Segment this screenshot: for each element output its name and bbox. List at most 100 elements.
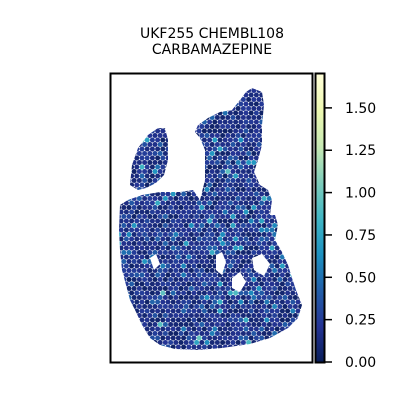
data-point bbox=[256, 304, 262, 309]
data-point bbox=[261, 286, 267, 291]
data-point bbox=[186, 119, 192, 125]
data-point bbox=[248, 227, 254, 233]
data-point bbox=[147, 214, 153, 219]
data-point bbox=[149, 88, 155, 89]
data-point bbox=[160, 281, 166, 287]
data-point bbox=[227, 119, 233, 125]
data-point bbox=[261, 178, 267, 183]
data-point bbox=[279, 299, 285, 305]
data-point bbox=[119, 349, 122, 350]
data-point bbox=[217, 299, 223, 305]
data-point bbox=[225, 88, 231, 93]
data-point bbox=[194, 304, 200, 309]
spots-layer bbox=[119, 88, 302, 350]
data-point bbox=[196, 227, 202, 233]
data-point bbox=[119, 322, 122, 327]
data-point bbox=[126, 115, 132, 120]
data-point bbox=[282, 151, 288, 156]
data-point bbox=[157, 196, 163, 201]
data-point bbox=[292, 142, 298, 147]
data-point bbox=[134, 191, 140, 197]
data-point bbox=[248, 92, 254, 98]
data-point bbox=[152, 313, 158, 318]
data-point bbox=[214, 286, 220, 291]
data-point bbox=[168, 295, 174, 300]
data-point bbox=[170, 164, 176, 170]
chart-title-line-1: UKF255 CHEMBL108 bbox=[139, 26, 284, 42]
data-point bbox=[220, 277, 226, 282]
colorbar-segment bbox=[316, 96, 324, 99]
data-point bbox=[136, 115, 142, 120]
data-point bbox=[235, 223, 241, 228]
data-point bbox=[201, 263, 207, 269]
data-point bbox=[191, 344, 197, 350]
data-point bbox=[181, 227, 187, 233]
data-point bbox=[277, 133, 283, 138]
data-point bbox=[274, 209, 280, 215]
data-point bbox=[183, 187, 189, 192]
colorbar-segment bbox=[316, 290, 324, 293]
data-point bbox=[292, 88, 298, 93]
data-point bbox=[238, 272, 244, 278]
colorbar-segment bbox=[316, 76, 324, 79]
data-point bbox=[119, 119, 124, 125]
chart-title-line-2: CARBAMAZEPINE bbox=[151, 42, 273, 58]
data-point bbox=[199, 142, 205, 147]
data-point bbox=[162, 340, 168, 345]
data-point bbox=[222, 164, 228, 170]
data-point bbox=[240, 88, 246, 93]
data-point bbox=[201, 92, 207, 98]
data-point bbox=[240, 277, 246, 282]
data-point bbox=[136, 133, 142, 138]
data-point bbox=[266, 178, 272, 183]
colorbar-segment bbox=[316, 224, 324, 227]
data-point bbox=[157, 286, 163, 291]
data-point bbox=[121, 322, 127, 327]
data-point bbox=[243, 290, 249, 296]
data-point bbox=[259, 146, 265, 152]
data-point bbox=[201, 272, 207, 278]
data-point bbox=[188, 250, 194, 255]
data-point bbox=[230, 349, 236, 350]
data-point bbox=[220, 160, 226, 165]
data-point bbox=[274, 227, 280, 233]
data-point bbox=[126, 106, 132, 111]
data-point bbox=[160, 164, 166, 170]
data-point bbox=[214, 97, 220, 102]
data-point bbox=[214, 142, 220, 147]
data-point bbox=[165, 191, 171, 197]
data-point bbox=[186, 299, 192, 305]
data-point bbox=[129, 155, 135, 161]
data-point bbox=[160, 326, 166, 332]
data-point bbox=[217, 218, 223, 224]
data-point bbox=[196, 101, 202, 107]
data-point bbox=[285, 227, 291, 233]
data-point bbox=[209, 295, 215, 300]
data-point bbox=[162, 151, 168, 156]
data-point bbox=[246, 268, 252, 273]
data-point bbox=[188, 259, 194, 264]
colorbar-segment bbox=[316, 358, 324, 361]
data-point bbox=[227, 308, 233, 314]
data-point bbox=[212, 200, 218, 206]
data-point bbox=[209, 286, 215, 291]
data-point bbox=[170, 173, 176, 179]
data-point bbox=[285, 308, 291, 314]
data-point bbox=[272, 187, 278, 192]
data-point bbox=[295, 335, 301, 341]
data-point bbox=[225, 115, 231, 120]
colorbar-tick-label: 1.00 bbox=[345, 186, 376, 202]
data-point bbox=[209, 88, 215, 93]
data-point bbox=[233, 236, 239, 242]
data-point bbox=[298, 286, 302, 291]
colorbar-segment bbox=[316, 150, 324, 153]
data-point bbox=[165, 308, 171, 314]
data-point bbox=[147, 349, 153, 350]
data-point bbox=[300, 236, 302, 242]
data-point bbox=[147, 205, 153, 210]
colorbar-segment bbox=[316, 178, 324, 181]
data-point bbox=[126, 241, 132, 246]
data-point bbox=[290, 101, 296, 107]
data-point bbox=[248, 254, 254, 260]
data-point bbox=[147, 142, 153, 147]
